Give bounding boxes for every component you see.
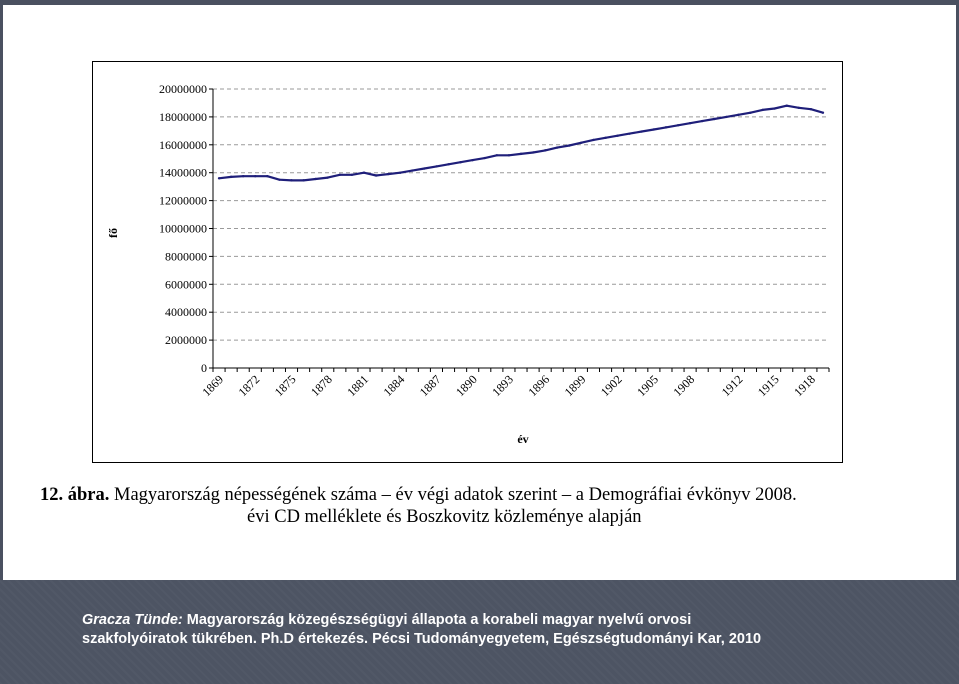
- y-tick-label: 6000000: [165, 277, 207, 291]
- y-tick-label: 4000000: [165, 305, 207, 319]
- data-point: [700, 119, 704, 123]
- x-tick-label: 1915: [755, 372, 782, 399]
- data-point: [773, 107, 776, 110]
- data-point: [471, 158, 474, 162]
- x-tick-label: 1872: [236, 372, 263, 399]
- data-point: [374, 174, 378, 177]
- data-point: [664, 126, 668, 129]
- data-point: [543, 149, 547, 152]
- data-point: [399, 171, 402, 174]
- x-tick-label: 1881: [344, 372, 371, 399]
- y-tick-label: 0: [201, 361, 207, 375]
- data-point: [266, 174, 269, 178]
- data-point: [604, 136, 607, 140]
- data-point: [447, 163, 450, 166]
- y-tick-label: 10000000: [159, 222, 207, 236]
- data-point: [278, 178, 281, 181]
- data-point: [423, 167, 426, 170]
- data-point: [785, 104, 788, 107]
- data-point: [290, 179, 293, 182]
- data-point: [350, 173, 354, 176]
- data-point: [519, 152, 523, 156]
- data-point: [531, 151, 535, 154]
- data-point: [386, 172, 390, 176]
- x-tick-label: 1878: [308, 372, 335, 399]
- x-tick-label: 1912: [719, 372, 746, 399]
- x-tick-label: 1899: [562, 372, 589, 399]
- y-tick-label: 2000000: [165, 333, 207, 347]
- x-tick-label: 1905: [634, 372, 661, 399]
- x-tick-label: 1869: [199, 372, 226, 399]
- x-tick-label: 1893: [489, 372, 516, 399]
- tick-label-layer: 0 2000000 4000000 6000000 8000000 10000000 120…: [159, 82, 818, 399]
- population-line-chart: 0 2000000 4000000 6000000 8000000 10000000 120…: [106, 82, 830, 446]
- data-point: [749, 111, 752, 114]
- y-tick-label: 8000000: [165, 249, 207, 263]
- x-tick-label: 1896: [525, 372, 552, 399]
- data-point: [556, 146, 559, 149]
- data-point: [713, 117, 716, 121]
- data-point: [411, 169, 414, 172]
- axis-layer: [209, 88, 830, 372]
- data-point: [217, 177, 221, 180]
- slide-top-border: [0, 0, 959, 5]
- x-tick-label: 1875: [272, 372, 299, 399]
- data-point: [821, 111, 825, 114]
- footer-citation: Gracza Tünde: Magyarország közegészségüg…: [82, 611, 942, 649]
- grid-layer: [213, 88, 829, 341]
- data-point: [592, 138, 595, 142]
- x-tick-label: 1884: [380, 372, 407, 399]
- x-tick-label: 1887: [417, 372, 444, 399]
- data-point: [459, 161, 462, 164]
- caption-line-1: Magyarország népességének száma – év vég…: [109, 485, 797, 505]
- x-tick-label: 1890: [453, 372, 480, 399]
- caption-line-2: évi CD melléklete és Boszkovitz közlemén…: [247, 507, 642, 527]
- footer-line-1: Magyarország közegészségügyi állapota a …: [182, 612, 692, 628]
- data-point: [568, 144, 571, 147]
- y-tick-label: 12000000: [159, 194, 207, 208]
- data-point: [725, 115, 728, 119]
- footer-author: Gracza Tünde:: [82, 612, 183, 628]
- data-point: [314, 177, 317, 181]
- data-point: [229, 175, 233, 179]
- data-point: [628, 132, 631, 135]
- data-point: [616, 134, 619, 137]
- data-point: [809, 108, 813, 111]
- data-point: [362, 171, 366, 174]
- x-tick-label: 1918: [791, 372, 818, 399]
- data-point: [241, 174, 245, 178]
- data-point: [640, 130, 643, 133]
- figure-caption: 12. ábra. Magyarország népességének szám…: [40, 484, 920, 528]
- data-point: [254, 174, 257, 178]
- data-point: [580, 141, 583, 144]
- data-point: [761, 108, 764, 112]
- data-point: [688, 121, 692, 125]
- y-tick-label: 16000000: [159, 138, 207, 152]
- x-tick-label: 1908: [670, 372, 697, 399]
- x-tick-label: 1902: [598, 372, 625, 399]
- chart-frame: 0 2000000 4000000 6000000 8000000 10000000 120…: [92, 61, 843, 463]
- x-axis-label: év: [517, 432, 528, 446]
- data-point: [326, 176, 329, 179]
- data-point: [676, 124, 680, 127]
- data-point: [737, 113, 740, 117]
- data-point: [652, 128, 656, 131]
- y-tick-label: 14000000: [159, 166, 207, 180]
- series-layer: [217, 104, 825, 182]
- slide-footer: [0, 580, 959, 684]
- data-point: [797, 106, 801, 110]
- data-point: [507, 154, 511, 157]
- data-point: [338, 173, 342, 176]
- data-point: [483, 156, 486, 160]
- data-point: [435, 165, 438, 168]
- y-tick-label: 18000000: [159, 110, 207, 124]
- footer-line-2: szakfolyóiratok tükrében. Ph.D értekezés…: [82, 631, 762, 647]
- y-axis-label: fő: [106, 228, 120, 238]
- caption-label: 12. ábra.: [40, 485, 110, 505]
- data-point: [495, 154, 499, 157]
- data-point: [302, 179, 305, 182]
- y-tick-label: 20000000: [159, 82, 207, 96]
